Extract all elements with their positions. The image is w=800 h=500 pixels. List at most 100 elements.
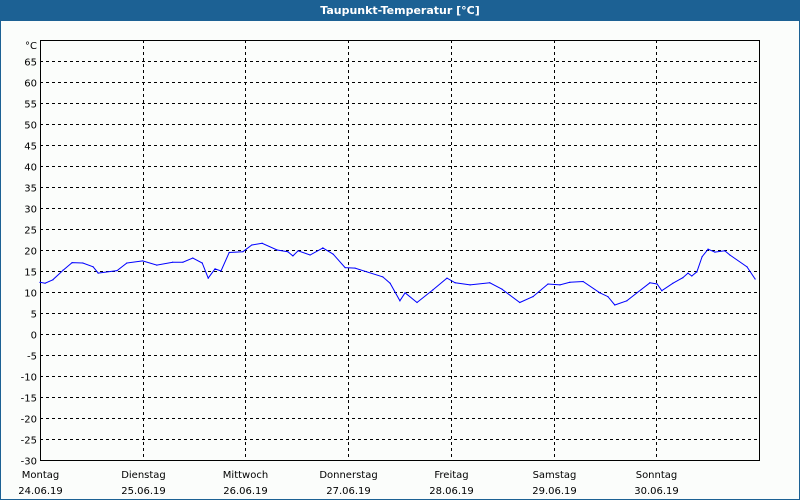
y-tick-label: -30 [21, 457, 37, 468]
data-point [559, 284, 561, 286]
data-point [672, 282, 674, 284]
data-point [707, 248, 709, 250]
data-point [332, 253, 334, 255]
data-point [399, 300, 401, 302]
data-point [276, 249, 278, 251]
data-point [649, 282, 651, 284]
y-tick-label: 30 [24, 205, 37, 216]
data-point [44, 282, 46, 284]
x-tick-day: Freitag [434, 470, 468, 481]
data-point [687, 272, 689, 274]
data-point [469, 284, 471, 286]
data-point [228, 251, 230, 254]
data-point [432, 289, 434, 291]
data-point [354, 267, 356, 269]
data-point [404, 292, 406, 294]
y-tick-label: 45 [24, 142, 37, 153]
y-tick-label: -15 [21, 394, 37, 405]
data-point [220, 270, 222, 272]
x-tick-day: Dienstag [121, 470, 166, 481]
data-point [746, 266, 748, 268]
data-point [39, 281, 41, 283]
x-tick-day: Mittwoch [223, 470, 268, 481]
y-tick-label: 35 [24, 184, 37, 195]
data-point [182, 261, 184, 263]
x-tick-day: Montag [22, 470, 59, 481]
data-point [501, 288, 503, 290]
data-point [696, 271, 698, 273]
y-tick-label: 10 [24, 289, 37, 300]
data-point [626, 300, 628, 302]
y-tick-label: 5 [31, 310, 37, 321]
data-point [344, 267, 346, 269]
data-point [599, 292, 601, 294]
y-tick-label: -10 [21, 373, 37, 384]
data-point [142, 260, 144, 262]
data-point [52, 279, 54, 281]
data-point [729, 254, 731, 256]
y-tick-label: 40 [24, 163, 37, 174]
data-point [607, 296, 609, 298]
data-point [207, 277, 209, 279]
data-point [656, 283, 658, 285]
data-point [724, 250, 726, 252]
data-point [547, 283, 549, 285]
y-tick-label: 0 [31, 331, 37, 342]
data-point [389, 282, 391, 284]
x-tick-date: 30.06.19 [634, 486, 679, 497]
data-point [714, 251, 716, 253]
y-tick-label: 60 [24, 79, 37, 90]
data-point [322, 247, 324, 249]
data-point [62, 269, 64, 271]
data-point [382, 276, 384, 278]
data-point [582, 280, 584, 283]
x-tick-day: Donnerstag [319, 470, 377, 481]
data-point [192, 257, 194, 259]
data-point [172, 261, 174, 263]
data-point [292, 255, 294, 257]
y-tick-label: 65 [24, 58, 37, 69]
x-tick-date: 28.06.19 [429, 486, 474, 497]
data-point [614, 304, 616, 306]
data-point [251, 244, 253, 246]
y-tick-label: -20 [21, 415, 37, 426]
data-point [489, 282, 491, 284]
data-point [71, 262, 73, 264]
y-tick-label: 25 [24, 226, 37, 237]
x-tick-day: Sonntag [636, 470, 678, 481]
data-point [116, 269, 118, 272]
plot-frame [40, 40, 760, 461]
data-point [754, 278, 756, 280]
data-point [297, 250, 299, 252]
data-point [242, 251, 244, 253]
x-tick-day: Samstag [533, 470, 577, 481]
data-point [97, 272, 99, 274]
data-point [126, 262, 128, 264]
y-tick-label: -25 [21, 436, 37, 447]
x-tick-date: 24.06.19 [18, 486, 63, 497]
data-point [261, 242, 263, 244]
data-point [82, 262, 84, 264]
data-point [701, 256, 703, 258]
chart-title: Taupunkt-Temperatur [°C] [0, 0, 800, 21]
data-point [519, 301, 521, 304]
y-tick-label: 50 [24, 121, 37, 132]
y-tick-label: 20 [24, 247, 37, 258]
data-point [214, 268, 216, 270]
data-point [661, 290, 663, 292]
y-tick-label: -5 [27, 352, 37, 363]
data-point [416, 301, 418, 304]
y-axis-unit: °C [25, 41, 37, 52]
data-point [287, 251, 289, 253]
x-tick-date: 25.06.19 [121, 486, 166, 497]
series-line-taupunkt [39, 242, 756, 306]
data-point [682, 277, 684, 279]
data-point [691, 275, 693, 277]
data-point [309, 254, 311, 256]
y-tick-label: 55 [24, 100, 37, 111]
data-point [569, 281, 571, 283]
x-tick-date: 26.06.19 [223, 486, 268, 497]
data-point [201, 262, 203, 264]
data-point [532, 296, 534, 298]
